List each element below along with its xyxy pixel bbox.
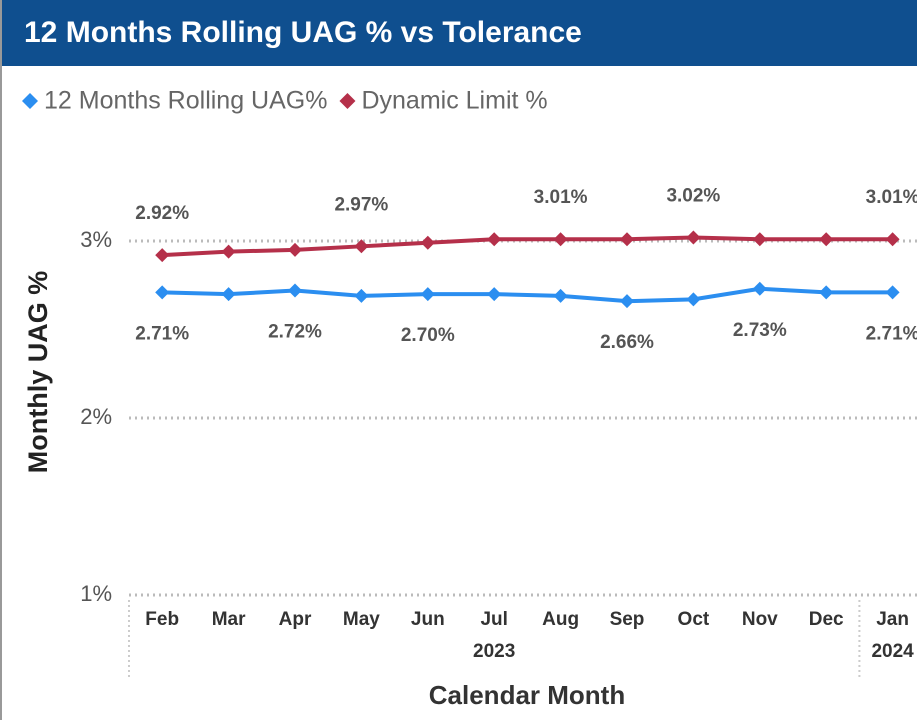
point-marker (553, 288, 568, 303)
x-tick-label: Dec (809, 609, 844, 630)
point-marker (885, 232, 900, 247)
data-label: 2.70% (401, 325, 455, 346)
series-line (162, 286, 893, 304)
y-tick-label: 1% (80, 581, 112, 606)
point-marker (752, 232, 767, 247)
x-tick-label: May (343, 609, 380, 630)
point-marker (487, 232, 502, 247)
legend-label: Dynamic Limit % (361, 87, 547, 115)
point-marker (288, 283, 302, 298)
point-marker (288, 242, 302, 257)
y-tick-label: 2% (80, 404, 112, 429)
series-line (162, 235, 893, 258)
legend-label: 12 Months Rolling UAG% (44, 87, 327, 115)
point-marker (819, 285, 834, 300)
x-year-label: 2024 (871, 641, 914, 662)
x-tick-label: Aug (542, 609, 579, 630)
x-tick-label: Jul (480, 609, 507, 630)
x-tick-label: Nov (742, 609, 778, 630)
point-marker (686, 230, 701, 245)
x-tick-label: Jan (876, 609, 909, 630)
y-axis-title: Monthly UAG % (23, 271, 53, 474)
point-marker (620, 294, 634, 309)
point-marker (354, 239, 369, 254)
data-label: 2.97% (334, 194, 388, 215)
point-marker (221, 244, 236, 259)
point-marker (155, 285, 170, 300)
x-tick-label: Mar (212, 609, 246, 630)
y-tick-label: 3% (80, 227, 112, 252)
point-marker (155, 248, 170, 263)
point-marker (686, 292, 701, 307)
header-bar (0, 0, 917, 66)
point-marker (752, 281, 767, 296)
point-marker (420, 287, 435, 302)
x-year-label: 2023 (473, 641, 515, 662)
data-label: 2.73% (733, 320, 787, 341)
legend-marker (339, 93, 356, 109)
point-marker (885, 285, 900, 300)
point-marker (553, 232, 568, 247)
point-marker (221, 287, 236, 302)
data-label: 3.02% (666, 185, 720, 206)
data-label: 2.92% (135, 203, 189, 224)
data-label: 3.01% (866, 187, 917, 208)
legend-marker (22, 93, 38, 109)
data-label: 2.72% (268, 322, 322, 343)
x-axis-title: Calendar Month (429, 680, 625, 710)
data-label: 3.01% (534, 187, 588, 208)
x-tick-label: Sep (610, 609, 645, 630)
x-tick-label: Oct (678, 609, 710, 630)
point-marker (819, 232, 834, 247)
x-tick-label: Apr (279, 609, 312, 630)
chart-title: 12 Months Rolling UAG % vs Tolerance (24, 16, 582, 49)
point-marker (620, 232, 634, 247)
point-marker (487, 287, 502, 302)
data-label: 2.71% (866, 323, 917, 344)
x-tick-label: Jun (411, 609, 445, 630)
x-tick-label: Feb (145, 609, 179, 630)
point-marker (420, 235, 435, 250)
data-label: 2.66% (600, 332, 654, 353)
data-label: 2.71% (135, 323, 189, 344)
point-marker (354, 288, 369, 303)
